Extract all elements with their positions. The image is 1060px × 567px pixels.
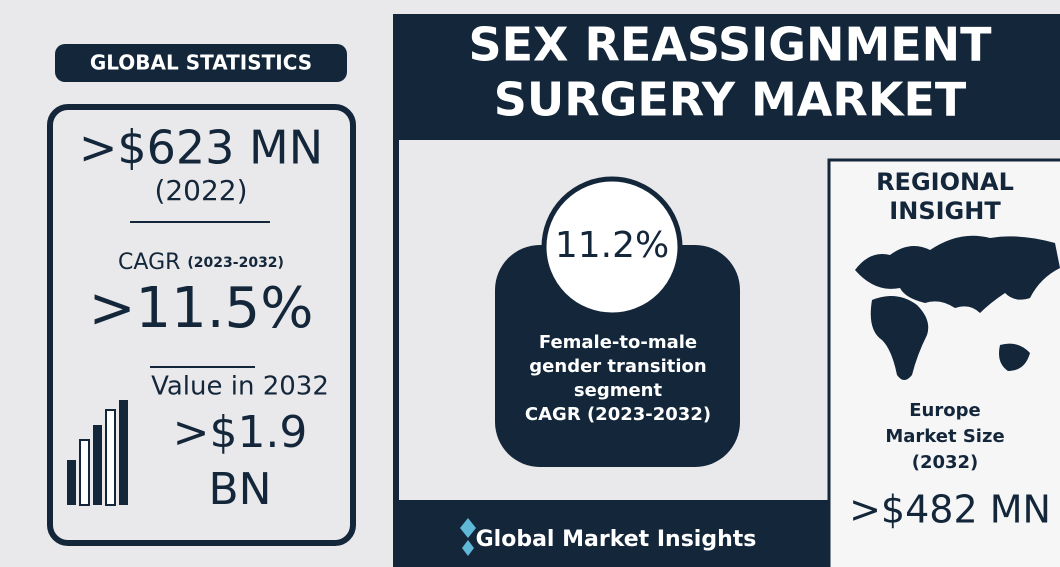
frame: [393, 140, 399, 567]
market-value: >$623 MN: [79, 121, 323, 175]
title-line-1: SEX REASSIGNMENT: [468, 18, 992, 72]
segment-desc: CAGR (2023-2032): [525, 404, 711, 425]
bars-icon: [67, 400, 128, 506]
market-year: (2022): [154, 174, 247, 207]
regional-value: >$482 MN: [849, 488, 1051, 532]
regional-caption: Europe: [909, 400, 980, 421]
segment-desc: Female-to-male: [539, 332, 697, 353]
world-map: [855, 235, 1060, 380]
segment-cagr: 11.2%: [555, 225, 669, 266]
future-value-2: BN: [208, 464, 271, 515]
cagr-label-main: CAGR: [118, 250, 180, 275]
stats-box: [47, 104, 356, 546]
future-label: Value in 2032: [151, 372, 329, 402]
regional-title-2: INSIGHT: [889, 197, 1001, 225]
cagr-value: >11.5%: [89, 276, 314, 341]
cagr-period: (2023-2032): [187, 255, 284, 271]
future-value-1: >$1.9: [173, 407, 308, 458]
badge-text: GLOBAL STATISTICS: [90, 51, 312, 75]
regional-title-1: REGIONAL: [876, 168, 1014, 196]
regional-caption: (2032): [912, 452, 979, 473]
regional-caption: Market Size: [885, 426, 1004, 447]
segment-desc: gender transition: [529, 356, 706, 377]
header: [393, 14, 1060, 140]
brand: Global Market Insights: [476, 527, 757, 552]
title-line-2: SURGERY MARKET: [494, 73, 967, 127]
badge: [55, 44, 347, 82]
segment-circle: [541, 176, 683, 318]
segment-card: [495, 245, 740, 467]
logo-icon: [460, 518, 476, 556]
cagr-label: CAGR (2023-2032): [118, 250, 284, 275]
segment-desc: segment: [574, 380, 663, 401]
